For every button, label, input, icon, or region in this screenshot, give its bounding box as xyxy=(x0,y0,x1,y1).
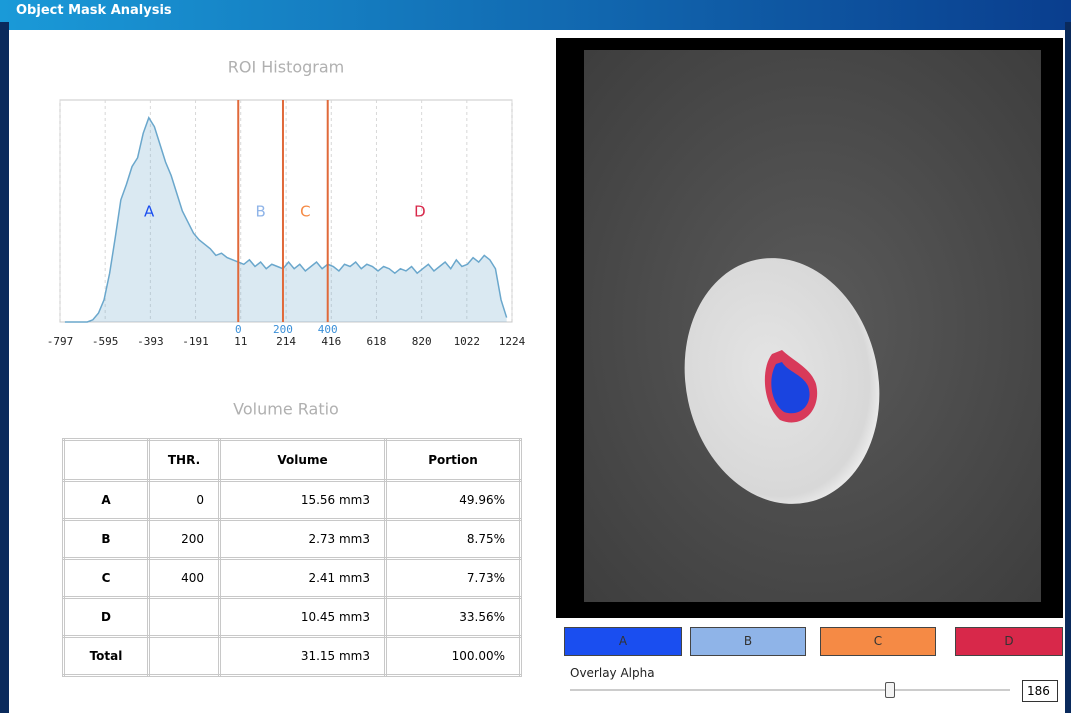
table-cell: 200 xyxy=(149,520,220,559)
threshold-label: 0 xyxy=(235,323,242,336)
section-title: Volume Ratio xyxy=(0,390,548,430)
region-label: D xyxy=(414,203,426,221)
threshold-label: 400 xyxy=(318,323,338,336)
table-cell: THR. xyxy=(149,440,220,481)
slider-thumb[interactable] xyxy=(885,682,895,698)
window: Object Mask Analysis ROI Histogram -797 -… xyxy=(0,0,1071,713)
table-cell: 49.96% xyxy=(386,481,521,520)
title-bar: Object Mask Analysis xyxy=(0,0,1071,30)
histogram: ROI Histogram -797 -595 -393 -191 11 214 416 61… xyxy=(0,30,548,410)
image-viewer xyxy=(556,38,1063,618)
ct-image xyxy=(556,38,1063,618)
table-cell xyxy=(64,440,149,481)
table-cell: Volume xyxy=(220,440,386,481)
table-cell: 2.73 mm3 xyxy=(220,520,386,559)
table-cell: A xyxy=(64,481,149,520)
table-cell: 400 xyxy=(149,559,220,598)
slider-track[interactable] xyxy=(570,689,1010,691)
x-tick-label: 416 xyxy=(321,335,341,348)
table-cell: 8.75% xyxy=(386,520,521,559)
table-cell: 7.73% xyxy=(386,559,521,598)
slider-label: Overlay Alpha xyxy=(570,666,655,680)
region-button[interactable]: B xyxy=(690,627,806,656)
region-label: C xyxy=(300,203,310,221)
table-cell: B xyxy=(64,520,149,559)
table-cell: 33.56% xyxy=(386,598,521,637)
region-button[interactable]: A xyxy=(564,627,682,656)
table-cell: 100.00% xyxy=(386,637,521,676)
table-cell: 31.15 mm3 xyxy=(220,637,386,676)
table-cell: C xyxy=(64,559,149,598)
x-tick-label: 1022 xyxy=(454,335,481,348)
x-tick-label: -595 xyxy=(92,335,119,348)
x-tick-label: -393 xyxy=(137,335,164,348)
x-tick-label: 1224 xyxy=(499,335,526,348)
slider-value[interactable]: 186 xyxy=(1022,680,1058,702)
table-cell xyxy=(149,598,220,637)
threshold-label: 200 xyxy=(273,323,293,336)
table-cell: 10.45 mm3 xyxy=(220,598,386,637)
table-cell: 2.41 mm3 xyxy=(220,559,386,598)
x-tick-label: -191 xyxy=(182,335,209,348)
table-cell: 0 xyxy=(149,481,220,520)
region-button[interactable]: D xyxy=(955,627,1063,656)
x-tick-label: -797 xyxy=(47,335,74,348)
x-tick-label: 214 xyxy=(276,335,296,348)
region-label: A xyxy=(144,203,155,221)
table-cell: 15.56 mm3 xyxy=(220,481,386,520)
region-label: B xyxy=(255,203,265,221)
region-button[interactable]: C xyxy=(820,627,936,656)
table-cell: Total xyxy=(64,637,149,676)
x-tick-label: 820 xyxy=(412,335,432,348)
x-tick-label: 11 xyxy=(234,335,247,348)
frame xyxy=(1065,22,1071,713)
table-cell: D xyxy=(64,598,149,637)
table-title: Volume Ratio xyxy=(233,400,339,419)
table-cell xyxy=(149,637,220,676)
x-tick-label: 618 xyxy=(367,335,387,348)
chart-title: ROI Histogram xyxy=(228,58,345,77)
table-cell: Portion xyxy=(386,440,521,481)
